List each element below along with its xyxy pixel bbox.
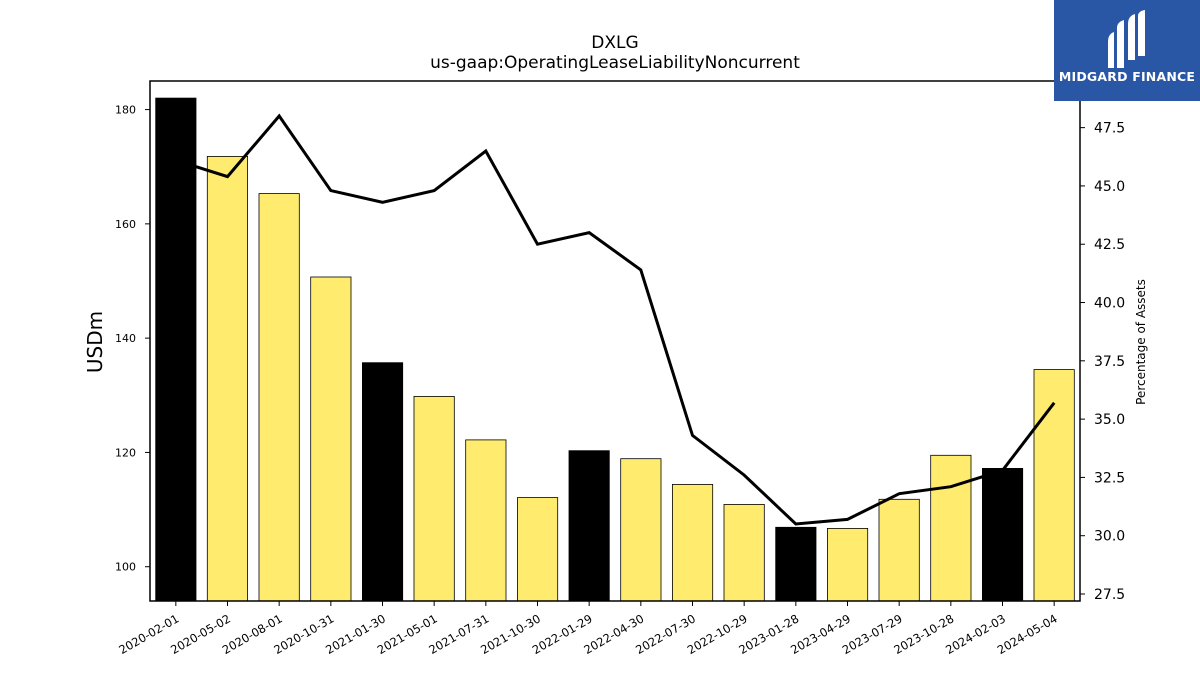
y-tick-label: 100 — [115, 561, 136, 574]
y2-tick-label: 47.5 — [1094, 121, 1125, 137]
bar — [413, 395, 455, 602]
logo-mark-icon — [1108, 10, 1145, 68]
bar — [723, 503, 765, 602]
y-tick-label: 160 — [115, 218, 136, 231]
bar — [517, 497, 559, 602]
percentage-line — [175, 113, 1056, 526]
bar — [827, 528, 869, 602]
bar — [1033, 369, 1075, 602]
chart-title: DXLG — [591, 33, 638, 53]
y2-tick-label: 42.5 — [1094, 237, 1125, 253]
y2-tick-label: 27.5 — [1094, 587, 1125, 603]
bar — [930, 454, 972, 602]
chart-subtitle: us-gaap:OperatingLeaseLiabilityNoncurren… — [430, 53, 800, 73]
y2-tick-label: 35.0 — [1094, 412, 1125, 428]
bar — [672, 483, 714, 602]
bar — [258, 193, 300, 602]
y2-tick-label: 37.5 — [1094, 354, 1125, 370]
bar — [775, 526, 817, 602]
bar — [155, 97, 197, 602]
y2-tick-label: 30.0 — [1094, 529, 1125, 545]
y-tick-label: 180 — [115, 104, 136, 117]
plot-frame — [149, 80, 1081, 602]
bar — [568, 450, 610, 602]
y2-tick-label: 45.0 — [1094, 179, 1125, 195]
y-axis-label: USDm — [83, 311, 107, 373]
bar — [310, 276, 352, 602]
y-tick-label: 120 — [115, 446, 136, 459]
bar — [620, 458, 662, 602]
bar — [982, 467, 1024, 602]
y-tick-label: 140 — [115, 332, 136, 345]
y2-axis-label: Percentage of Assets — [1134, 279, 1148, 405]
bar — [878, 498, 920, 602]
bar — [465, 439, 507, 602]
bar — [206, 155, 249, 602]
bar — [361, 362, 404, 602]
y2-tick-label: 40.0 — [1094, 296, 1125, 312]
y2-tick-label: 32.5 — [1094, 470, 1125, 486]
bar-group — [155, 97, 1075, 602]
midgard-finance-logo: MIDGARD FINANCE — [1054, 0, 1200, 101]
logo-text: MIDGARD FINANCE — [1058, 69, 1196, 84]
line-series — [175, 113, 1056, 526]
